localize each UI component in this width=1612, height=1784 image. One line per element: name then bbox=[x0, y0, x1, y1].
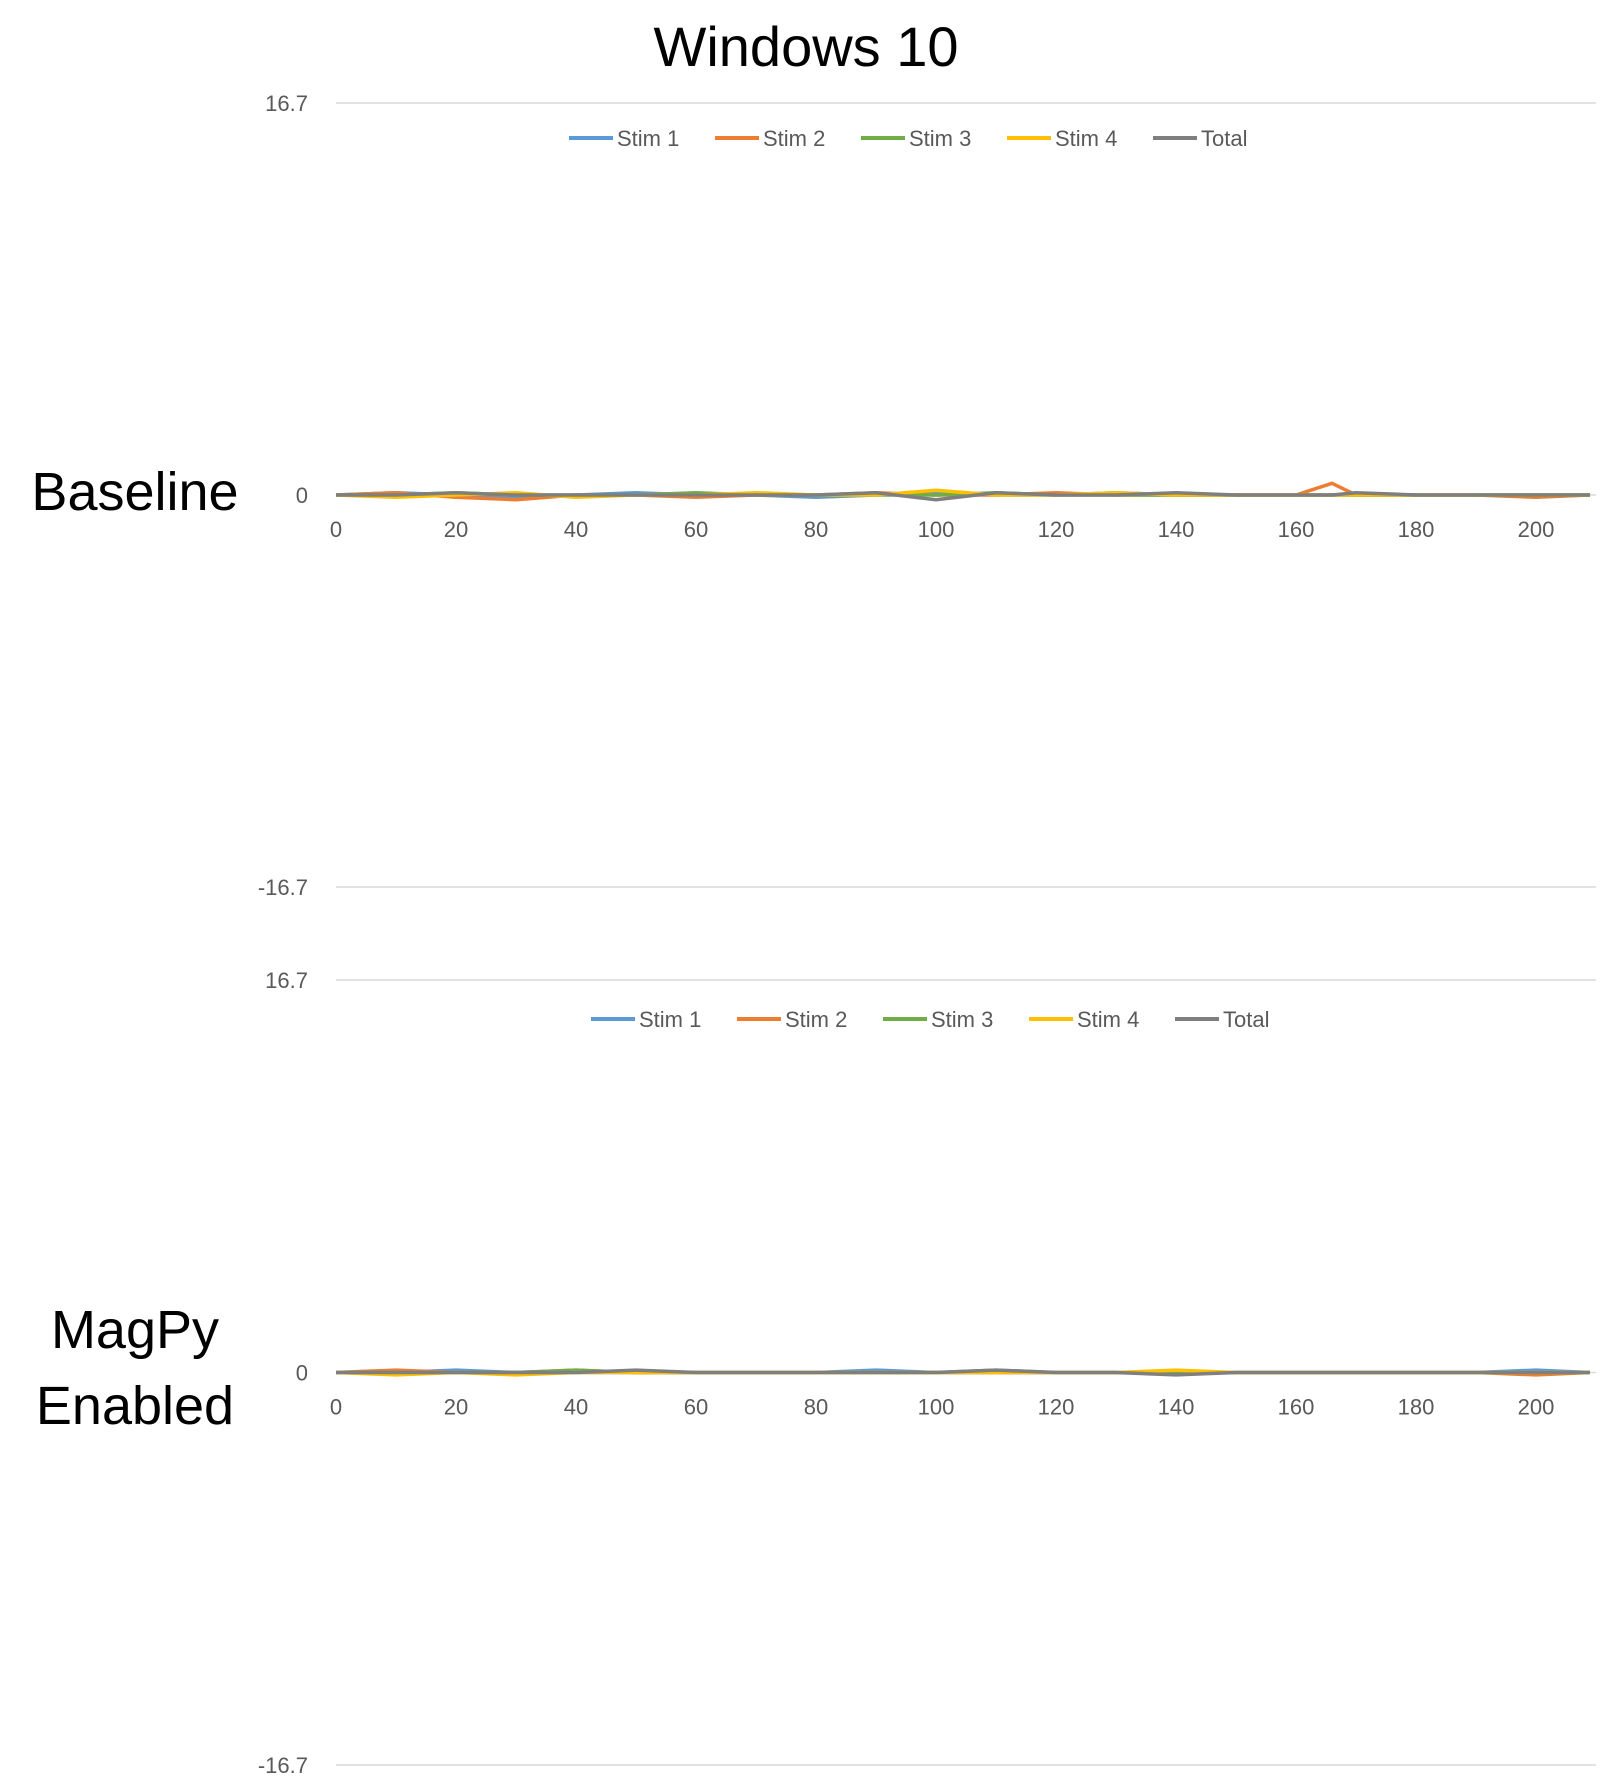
x-tick-label: 100 bbox=[918, 517, 955, 542]
series-line-total bbox=[336, 490, 1590, 502]
x-tick-label: 120 bbox=[1038, 517, 1075, 542]
y-tick-label: -16.7 bbox=[258, 875, 308, 900]
y-tick-label: 16.7 bbox=[265, 91, 308, 116]
legend-label: Stim 3 bbox=[909, 126, 971, 151]
x-tick-label: 200 bbox=[1518, 1395, 1555, 1420]
x-tick-label: 40 bbox=[564, 1395, 588, 1420]
y-tick-label: 0 bbox=[296, 1361, 308, 1386]
x-tick-label: 100 bbox=[918, 1395, 955, 1420]
legend-label: Stim 1 bbox=[617, 126, 679, 151]
x-tick-label: 40 bbox=[564, 517, 588, 542]
figure-title: Windows 10 bbox=[653, 15, 959, 78]
x-tick-label: 60 bbox=[684, 1395, 708, 1420]
chart-baseline: 16.7 0 -16.7 0 20 40 60 80 100 120 140 160 180 200 Sti… bbox=[258, 91, 1596, 900]
x-tick-label: 160 bbox=[1278, 1395, 1315, 1420]
x-tick-label: 140 bbox=[1158, 517, 1195, 542]
y-tick-label: 16.7 bbox=[265, 968, 308, 993]
row-label-baseline: Baseline bbox=[0, 454, 270, 530]
x-tick-label: 140 bbox=[1158, 1395, 1195, 1420]
x-tick-label: 20 bbox=[444, 517, 468, 542]
x-tick-label: 200 bbox=[1518, 517, 1555, 542]
x-tick-label: 60 bbox=[684, 517, 708, 542]
legend-label: Total bbox=[1201, 126, 1247, 151]
x-tick-label: 0 bbox=[330, 517, 342, 542]
row-label-magpy-enabled: MagPy Enabled bbox=[0, 1292, 270, 1444]
row-label-line: MagPy bbox=[50, 1300, 220, 1360]
x-tick-label: 0 bbox=[330, 1395, 342, 1420]
legend-label: Stim 3 bbox=[931, 1007, 993, 1032]
legend-label: Stim 2 bbox=[763, 126, 825, 151]
row-label-line: Baseline bbox=[31, 462, 239, 522]
x-tick-label: 80 bbox=[804, 1395, 828, 1420]
series-line-total bbox=[336, 1368, 1590, 1377]
row-label-line: Enabled bbox=[35, 1376, 235, 1436]
x-tick-label: 180 bbox=[1398, 1395, 1435, 1420]
y-tick-label: 0 bbox=[296, 483, 308, 508]
x-tick-label: 180 bbox=[1398, 517, 1435, 542]
x-tick-label: 160 bbox=[1278, 517, 1315, 542]
legend-label: Stim 1 bbox=[639, 1007, 701, 1032]
x-tick-label: 80 bbox=[804, 517, 828, 542]
legend-label: Stim 2 bbox=[785, 1007, 847, 1032]
legend-label: Stim 4 bbox=[1077, 1007, 1139, 1032]
legend-label: Total bbox=[1223, 1007, 1269, 1032]
x-tick-label: 20 bbox=[444, 1395, 468, 1420]
y-tick-label: -16.7 bbox=[258, 1753, 308, 1778]
x-tick-label: 120 bbox=[1038, 1395, 1075, 1420]
legend-label: Stim 4 bbox=[1055, 126, 1117, 151]
